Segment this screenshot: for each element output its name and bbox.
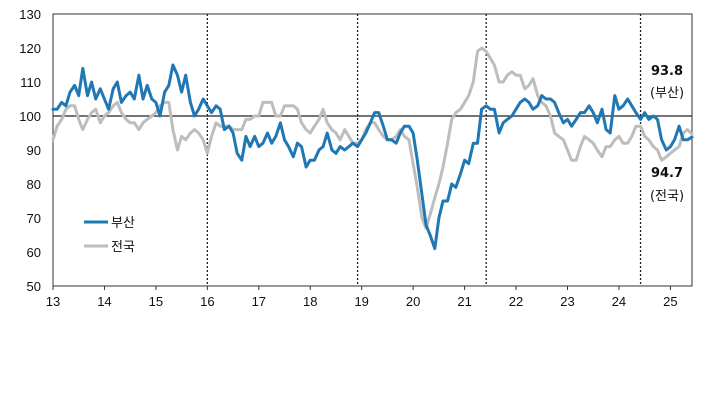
y-tick-label: 50 xyxy=(27,279,41,294)
x-tick-label: 16 xyxy=(200,294,214,309)
annotation-busan: 93.8 (부산) xyxy=(650,64,684,101)
x-tick-label: 22 xyxy=(509,294,523,309)
annotation-national-label: (전국) xyxy=(650,189,684,204)
x-tick-label: 14 xyxy=(97,294,111,309)
legend-label: 전국 xyxy=(111,240,135,255)
y-tick-label: 80 xyxy=(27,177,41,192)
annotation-national-value: 94.7 xyxy=(651,166,683,181)
x-tick-label: 15 xyxy=(149,294,163,309)
y-tick-label: 130 xyxy=(19,7,41,22)
annotation-national: 94.7 (전국) xyxy=(650,166,684,204)
series-line-national xyxy=(51,46,694,230)
dotted-period-lines xyxy=(206,14,642,286)
x-axis-ticks: 13 14 15 16 17 18 19 20 21 22 23 24 25 xyxy=(46,286,678,309)
annotation-busan-label: (부산) xyxy=(650,86,684,101)
x-tick-label: 24 xyxy=(612,294,626,309)
series-lines xyxy=(51,46,694,251)
y-tick-label: 110 xyxy=(20,75,41,90)
y-axis-ticks: 50 60 70 80 90 100 110 120 130 xyxy=(19,7,41,294)
x-tick-label: 25 xyxy=(663,294,677,309)
legend-label: 부산 xyxy=(111,216,135,231)
y-tick-label: 90 xyxy=(27,143,41,158)
y-tick-label: 60 xyxy=(27,245,41,260)
plot-border xyxy=(52,13,693,287)
x-tick-label: 13 xyxy=(46,294,60,309)
x-tick-label: 18 xyxy=(303,294,317,309)
x-tick-label: 23 xyxy=(560,294,574,309)
series-line-busan xyxy=(51,63,694,251)
x-tick-label: 21 xyxy=(457,294,471,309)
y-tick-label: 100 xyxy=(19,109,41,124)
y-tick-label: 70 xyxy=(27,211,41,226)
annotation-busan-value: 93.8 xyxy=(651,64,683,79)
x-tick-label: 20 xyxy=(406,294,420,309)
x-tick-label: 17 xyxy=(252,294,266,309)
x-tick-label: 19 xyxy=(354,294,368,309)
plot-area xyxy=(52,13,693,287)
y-tick-label: 120 xyxy=(19,41,41,56)
